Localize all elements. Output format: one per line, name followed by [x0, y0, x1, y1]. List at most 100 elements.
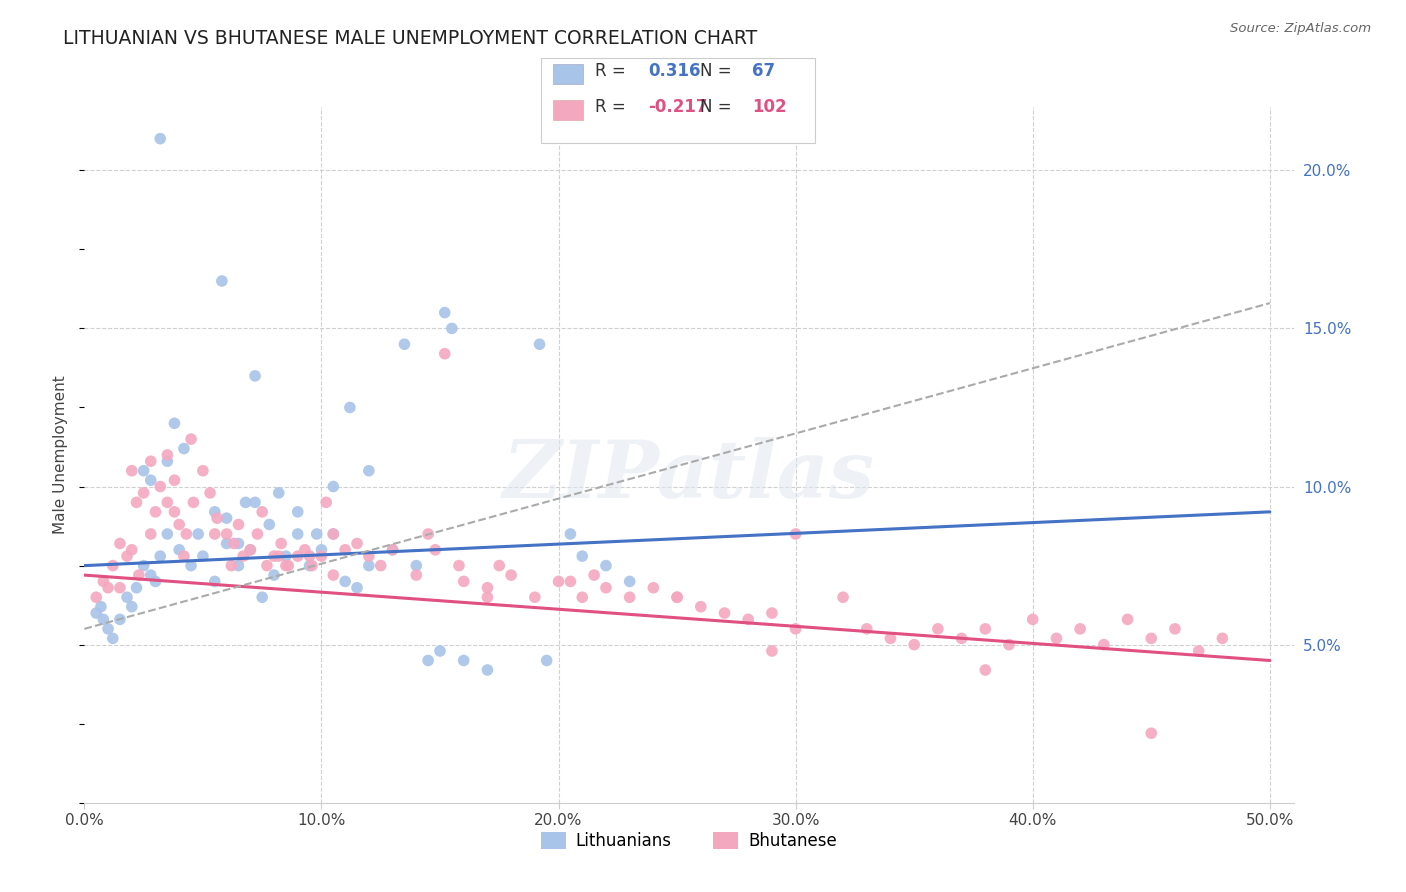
Point [180, 432, 202, 446]
Point [974, 663, 997, 677]
Point [108, 581, 131, 595]
Point [346, 536, 368, 550]
Text: ZIPatlas: ZIPatlas [503, 437, 875, 515]
Point [173, 549, 195, 563]
Point [259, 517, 281, 532]
Point [101, 632, 124, 646]
Point [183, 495, 205, 509]
Point [1069, 622, 1091, 636]
Point [101, 558, 124, 573]
Point [339, 401, 361, 415]
Point [1211, 632, 1233, 646]
Point [405, 558, 427, 573]
Point [139, 527, 162, 541]
Point [1116, 612, 1139, 626]
Point [115, 549, 138, 563]
Point [270, 536, 292, 550]
Point [108, 612, 131, 626]
Legend: Lithuanians, Bhutanese: Lithuanians, Bhutanese [534, 826, 844, 857]
Text: N =: N = [700, 62, 737, 80]
Point [418, 653, 440, 667]
Point [418, 527, 440, 541]
Point [163, 505, 186, 519]
Point [97, 581, 120, 595]
Point [221, 558, 243, 573]
Point [315, 495, 337, 509]
Point [1140, 632, 1163, 646]
Point [125, 495, 148, 509]
Point [583, 568, 606, 582]
Point [440, 321, 463, 335]
Point [301, 558, 323, 573]
Point [91, 612, 114, 626]
Point [125, 581, 148, 595]
Point [560, 574, 582, 589]
Text: 0.316: 0.316 [648, 62, 700, 80]
Point [488, 558, 510, 573]
Point [187, 527, 209, 541]
Point [108, 536, 131, 550]
Point [1022, 612, 1045, 626]
Point [215, 527, 238, 541]
Point [453, 574, 475, 589]
Point [90, 599, 112, 614]
Y-axis label: Male Unemployment: Male Unemployment [53, 376, 69, 534]
Point [132, 464, 155, 478]
Point [950, 632, 973, 646]
Point [139, 568, 162, 582]
Point [250, 505, 273, 519]
Point [595, 581, 617, 595]
Point [228, 517, 250, 532]
Point [298, 558, 321, 573]
Point [277, 558, 299, 573]
Point [433, 305, 456, 319]
Point [429, 644, 451, 658]
Point [1164, 622, 1187, 636]
Point [115, 591, 138, 605]
Point [91, 574, 114, 589]
Point [121, 542, 143, 557]
Point [370, 558, 392, 573]
Point [191, 464, 214, 478]
Point [239, 542, 262, 557]
Point [855, 622, 877, 636]
Text: Source: ZipAtlas.com: Source: ZipAtlas.com [1230, 22, 1371, 36]
Point [167, 542, 190, 557]
Point [250, 591, 273, 605]
Point [832, 591, 855, 605]
Point [536, 653, 558, 667]
Point [156, 448, 179, 462]
Point [204, 527, 226, 541]
Point [228, 536, 250, 550]
Point [761, 606, 783, 620]
Point [785, 527, 807, 541]
Text: 67: 67 [752, 62, 775, 80]
Point [595, 558, 617, 573]
Point [204, 505, 226, 519]
Point [453, 653, 475, 667]
Point [204, 574, 226, 589]
Point [163, 473, 186, 487]
Point [974, 622, 997, 636]
Point [167, 517, 190, 532]
Point [1092, 638, 1115, 652]
Point [176, 527, 198, 541]
Point [998, 638, 1021, 652]
Point [737, 612, 759, 626]
Point [84, 606, 107, 620]
Point [163, 417, 186, 431]
Point [243, 495, 266, 509]
Point [156, 454, 179, 468]
Text: -0.217: -0.217 [648, 98, 707, 116]
Point [1045, 632, 1067, 646]
Point [879, 632, 901, 646]
Point [927, 622, 949, 636]
Point [333, 542, 356, 557]
Point [211, 274, 233, 288]
Point [243, 368, 266, 383]
Point [139, 454, 162, 468]
Point [322, 479, 344, 493]
Point [232, 549, 254, 563]
Text: N =: N = [700, 98, 737, 116]
Point [689, 599, 711, 614]
